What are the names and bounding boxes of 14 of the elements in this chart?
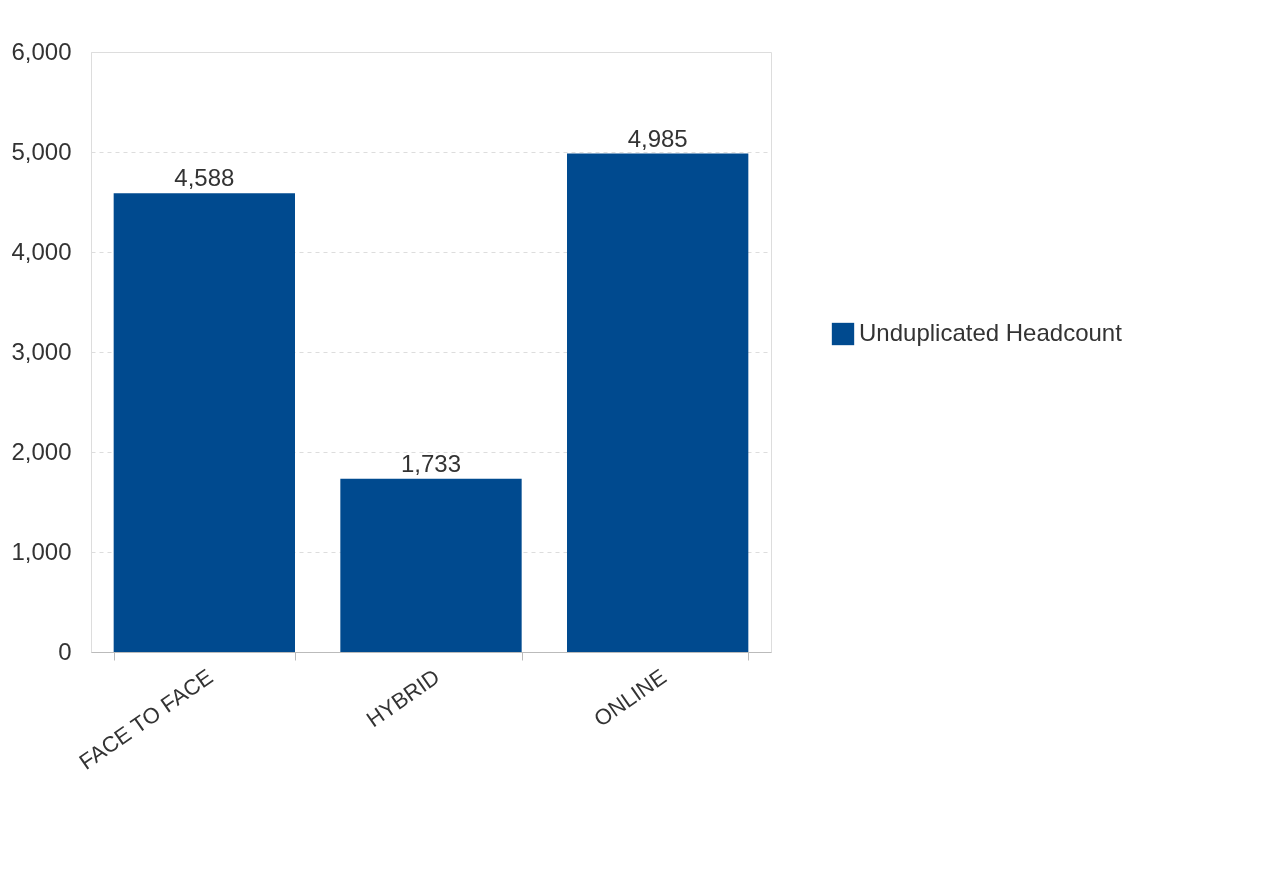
y-tick-label: 4,000 [11, 237, 72, 265]
y-tick-label: 3,000 [11, 337, 72, 365]
bar [340, 478, 522, 652]
data-label: 4,588 [174, 164, 235, 192]
y-tick-label: 1,000 [11, 537, 72, 565]
y-tick-label: 5,000 [11, 137, 72, 165]
data-label: 4,985 [627, 124, 688, 152]
bar [113, 193, 295, 652]
legend-label: Unduplicated Headcount [859, 319, 1123, 346]
y-tick-label: 0 [58, 637, 72, 665]
y-tick-label: 2,000 [11, 437, 72, 465]
y-tick-label: 6,000 [11, 37, 72, 65]
bar [567, 153, 749, 652]
data-label: 1,733 [400, 449, 462, 477]
